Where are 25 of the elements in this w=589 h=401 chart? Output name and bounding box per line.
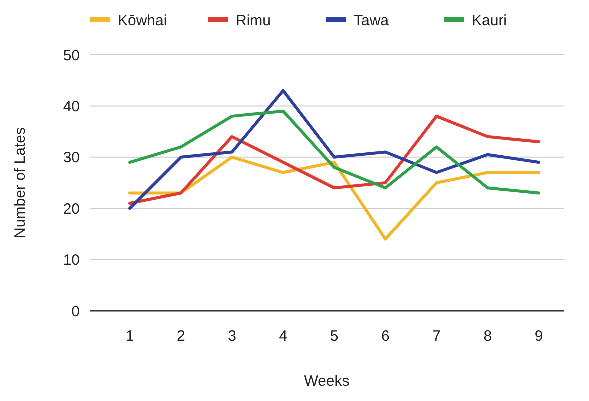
x-tick-label: 6: [381, 328, 390, 345]
y-axis-title: Number of Lates: [12, 128, 29, 238]
y-tick-label: 40: [63, 98, 80, 116]
line-series: [128, 110, 540, 195]
line-series: [128, 114, 540, 205]
x-tick-label: 1: [126, 328, 134, 345]
y-tick-label: 20: [63, 200, 80, 218]
line-series: [128, 156, 540, 241]
x-tick-label: 5: [330, 328, 339, 345]
y-tick-label: 30: [63, 150, 80, 167]
y-tick-label: 50: [63, 47, 80, 64]
x-axis-title: Weeks: [304, 373, 350, 390]
legend-label: Rimu: [236, 12, 272, 30]
x-tick-label: 3: [228, 328, 236, 345]
x-tick-label: 7: [432, 328, 441, 345]
legend-label: Kōwhai: [118, 12, 168, 30]
x-tick-label: 8: [484, 328, 492, 345]
x-tick-label: 9: [534, 328, 544, 345]
legend-label: Kauri: [472, 12, 508, 30]
y-tick-label: 10: [63, 252, 80, 270]
y-tick-label: 0: [72, 303, 80, 320]
legend-label: Tawa: [354, 12, 390, 30]
line-series: [128, 89, 540, 210]
x-tick-label: 4: [279, 328, 288, 345]
x-tick-label: 2: [176, 328, 186, 345]
